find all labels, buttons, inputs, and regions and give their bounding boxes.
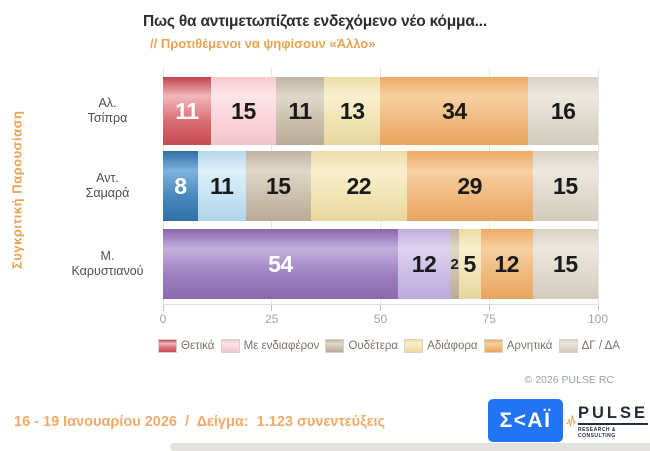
legend-label: Αδιάφορα [427,340,478,352]
segment-value: 54 [268,250,293,277]
legend-item: Αδιάφορα [404,339,478,353]
category-label: Αντ. Σαμαρά [60,151,155,221]
legend-swatch [220,339,240,353]
segment-value: 15 [265,172,291,199]
bar-track: 11 15 11 13 34 16 [163,77,598,145]
segment-value: 2 [450,255,459,273]
category-label: Μ. Καρυστιανού [60,229,155,299]
legend-label: Ουδέτερα [348,340,399,352]
segment-value: 13 [339,97,365,124]
legend-label: Με ενδιαφέρον [243,340,320,352]
legend-item: Με ενδιαφέρον [220,339,320,353]
bar-segment: 15 [210,77,277,145]
axis-tick-label: 25 [265,312,279,326]
axis-tick [597,305,599,311]
axis-tick [271,305,273,311]
legend-swatch [558,339,578,353]
legend: Θετικά Με ενδιαφέρον Ουδέτερα Αδιάφορα Αρνητ… [158,339,620,353]
legend-label: Θετικά [181,340,215,352]
bar-segment: 11 [276,77,324,145]
pulse-logo-name: PULSE [577,405,648,426]
category-label-line2: Καρυστιανού [71,264,144,278]
bar-segment: 29 [406,151,533,221]
bar-row: Αλ. Τσίπρα 11 15 11 13 34 16 [0,77,650,145]
bar-segment: 15 [532,151,598,221]
legend-label: Αρνητικά [506,340,553,352]
bar-segment: 12 [480,229,533,299]
bar-track: 54 12 2 5 12 15 [163,229,598,299]
segment-value: 12 [494,250,519,277]
legend-swatch [325,339,345,353]
bar-segment: 15 [245,151,311,221]
bar-segment: 5 [458,229,481,299]
bar-track: 8 11 15 22 29 15 [163,151,598,221]
plot-area: PULSE RESEARCH & CONSULTING Αλ.Τσίπρα111… [0,68,650,305]
bar-segment: 22 [310,151,407,221]
skai-logo: Σ<ΑΪ [488,399,563,442]
bar-segment: 8 [163,151,198,221]
pulse-logo-text-block: PULSE RESEARCH & CONSULTING [577,405,648,440]
pulse-logo-tagline: RESEARCH & CONSULTING [577,427,617,440]
axis-tick-label: 75 [482,312,496,326]
axis-tick [162,305,164,311]
legend-item: Θετικά [158,339,214,353]
bar-segment: 12 [397,229,451,299]
segment-value: 16 [550,97,576,124]
axis-tick [488,305,490,311]
segment-value: 12 [411,250,437,277]
bar-segment: 13 [323,77,381,145]
legend-item: Ουδέτερα [325,339,398,353]
pulse-logo: PULSE RESEARCH & CONSULTING [566,398,648,446]
bar-segment: 2 [450,229,459,299]
legend-item: ΔΓ / ΔΑ [558,339,620,353]
footer-strip [170,443,650,451]
segment-value: 22 [346,172,372,199]
legend-item: Αρνητικά [483,339,553,353]
axis-tick-label: 100 [587,312,609,326]
legend-label: ΔΓ / ΔΑ [581,340,620,352]
x-axis: 0 25 50 75 100 [159,305,608,331]
category-label: Αλ. Τσίπρα [60,77,155,145]
pulse-waveform-icon [566,415,576,427]
segment-value: 15 [553,172,578,199]
bar-row: Μ. Καρυστιανού 54 12 2 5 12 15 [0,229,650,299]
survey-info: 16 - 19 Ιανουαρίου 2026 / Δείγμα: 1.123 … [14,414,386,430]
chart-title: Πως θα αντιμετωπίζατε ενδεχόμενο νέο κόμ… [143,13,487,30]
bar-row: Αντ. Σαμαρά 8 11 15 22 29 15 [0,151,650,221]
chart-subtitle: // Προτιθέμενοι να ψηφίσουν «Άλλο» [150,36,376,51]
category-label-line1: Αντ. [96,171,119,185]
gridline [597,68,599,304]
segment-value: 15 [553,250,578,277]
segment-value: 8 [174,172,187,199]
segment-value: 15 [231,97,256,124]
bar-segment: 34 [380,77,529,145]
bar-segment: 16 [528,77,598,145]
segment-value: 11 [175,97,199,124]
segment-value: 11 [288,97,312,124]
segment-value: 11 [210,172,234,199]
bar-segment: 11 [163,77,211,145]
legend-swatch [158,339,177,353]
bar-segment: 54 [163,229,398,299]
category-label-line2: Σαμαρά [85,186,130,200]
category-label-line1: Μ. [100,249,115,263]
segment-value: 29 [457,172,482,199]
category-label-line2: Τσίπρα [87,111,128,125]
segment-value: 34 [442,97,467,124]
bar-segment: 11 [197,151,246,221]
axis-tick [380,305,381,311]
axis-tick-label: 50 [373,312,388,326]
legend-swatch [404,339,424,353]
axis-tick-label: 0 [159,312,167,326]
segment-value: 5 [463,250,476,277]
legend-swatch [483,339,503,353]
copyright-note: © 2026 PULSE RC [524,374,614,386]
bar-segment: 15 [532,229,598,299]
category-label-line1: Αλ. [98,96,117,110]
